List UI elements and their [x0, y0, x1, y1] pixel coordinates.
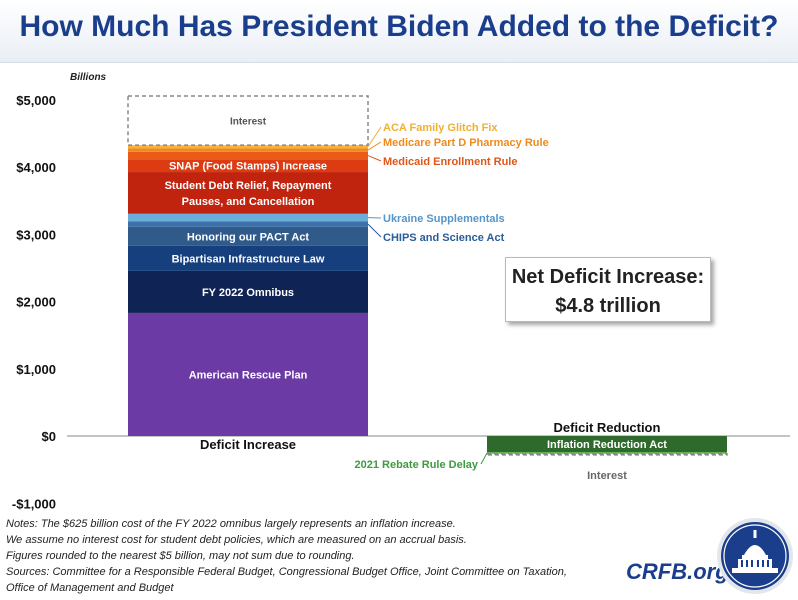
callout-label: Medicaid Enrollment Rule [383, 156, 517, 168]
bar-segment-label: Bipartisan Infrastructure Law [172, 253, 325, 265]
y-axis-unit-label: Billions [70, 72, 107, 83]
y-tick-label: $1,000 [16, 362, 56, 377]
net-deficit-label: Net Deficit Increase: [506, 266, 710, 289]
note-line: Figures rounded to the nearest $5 billio… [6, 548, 626, 564]
capitol-dome-icon [716, 517, 794, 600]
title-bar: How Much Has President Biden Added to th… [0, 0, 798, 63]
callout-label: CHIPS and Science Act [383, 232, 505, 244]
callout-label: Ukraine Supplementals [383, 213, 505, 225]
footnotes: Notes: The $625 billion cost of the FY 2… [6, 516, 626, 596]
callout-connector [368, 156, 381, 161]
bar-segment-label: SNAP (Food Stamps) Increase [169, 161, 327, 173]
bar-segment [128, 214, 368, 222]
y-tick-label: $5,000 [16, 93, 56, 108]
bar-segment-label: Honoring our PACT Act [187, 231, 310, 243]
callout-label: Medicare Part D Pharmacy Rule [383, 137, 549, 149]
callout-label: Interest [587, 470, 627, 482]
net-deficit-callout: Net Deficit Increase: $4.8 trillion [505, 257, 711, 322]
note-line: Office of Management and Budget [6, 580, 626, 596]
net-deficit-value: $4.8 trillion [506, 295, 710, 318]
bar-segment-label: Student Debt Relief, Repayment [165, 180, 332, 192]
bar-segment [128, 148, 368, 152]
y-tick-label: -$1,000 [12, 496, 56, 511]
callout-label: ACA Family Glitch Fix [383, 122, 498, 134]
bar-segment-label: FY 2022 Omnibus [202, 287, 294, 299]
note-line: We assume no interest cost for student d… [6, 532, 626, 548]
brand-link[interactable]: CRFB.org [626, 559, 729, 585]
category-label: Deficit Increase [200, 437, 296, 452]
callout-label: 2021 Rebate Rule Delay [354, 459, 478, 471]
bar-segment-label: Pauses, and Cancellation [182, 196, 315, 208]
y-tick-label: $2,000 [16, 295, 56, 310]
bar-segment [128, 221, 368, 226]
callout-connector [481, 453, 487, 464]
y-tick-label: $0 [42, 429, 56, 444]
bar-segment [128, 152, 368, 159]
bar-segment [487, 454, 727, 455]
chart-title: How Much Has President Biden Added to th… [0, 10, 798, 44]
y-tick-label: $4,000 [16, 160, 56, 175]
bar-segment-label: American Rescue Plan [189, 369, 308, 381]
note-line: Sources: Committee for a Responsible Fed… [6, 564, 626, 580]
category-label: Deficit Reduction [554, 420, 661, 435]
callout-connector [368, 224, 381, 237]
bar-segment-label: Interest [230, 117, 267, 128]
y-tick-label: $3,000 [16, 227, 56, 242]
bar-segment-label: Inflation Reduction Act [547, 439, 667, 451]
note-line: Notes: The $625 billion cost of the FY 2… [6, 516, 626, 532]
